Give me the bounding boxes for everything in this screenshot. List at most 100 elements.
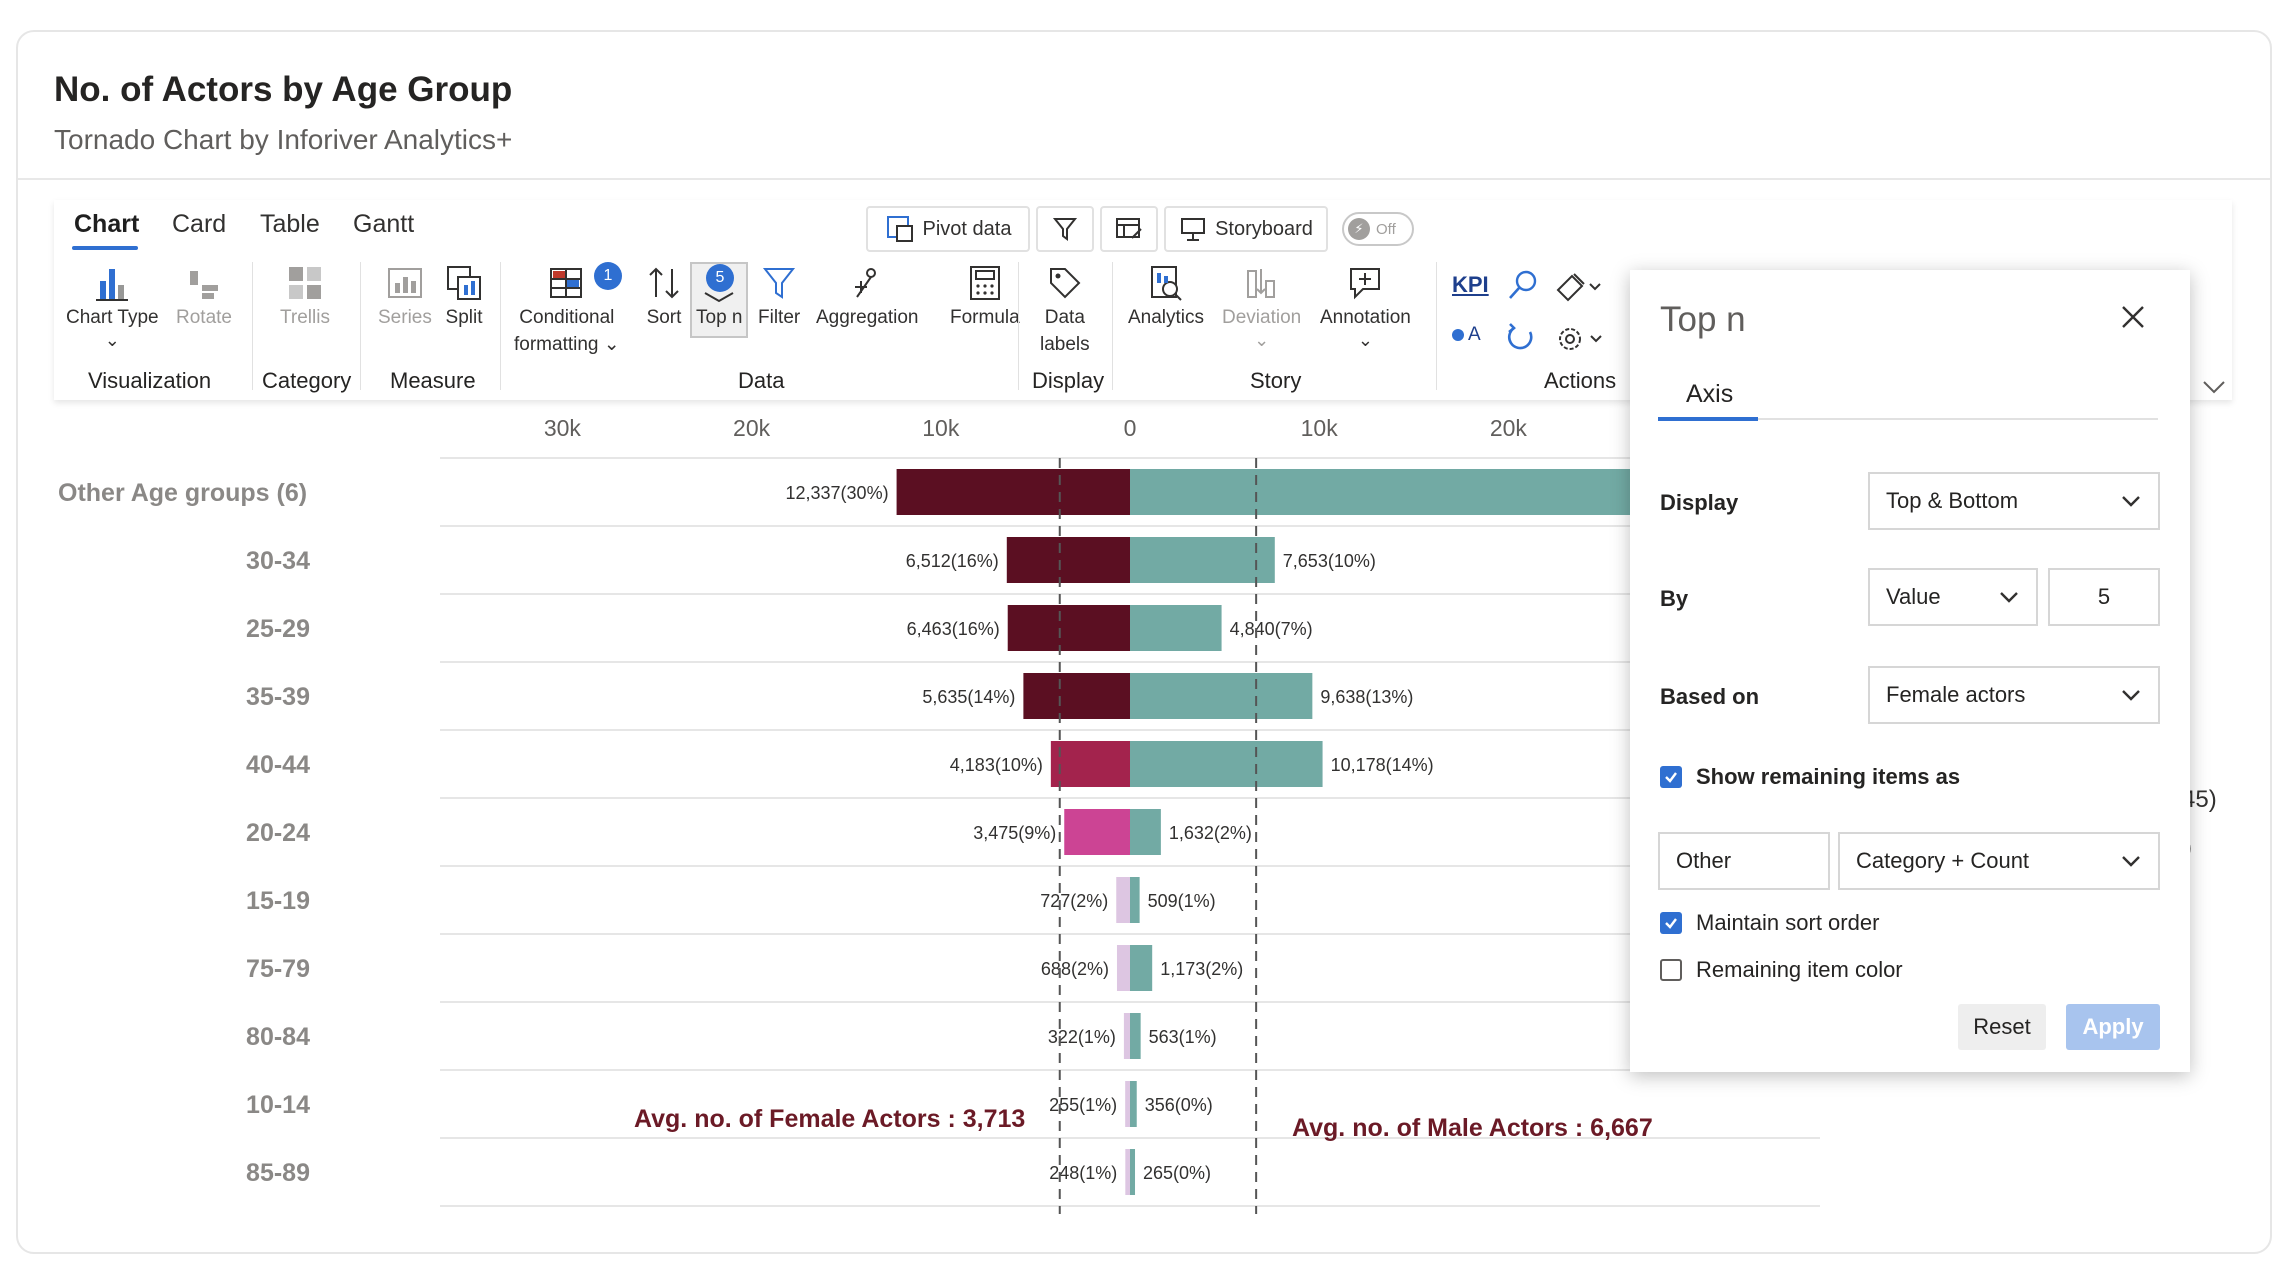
trellis-button[interactable]: Trellis xyxy=(280,262,330,331)
deviation-button[interactable]: Deviation ⌄ xyxy=(1222,262,1301,349)
sort-button[interactable]: Sort xyxy=(644,262,684,331)
close-icon[interactable] xyxy=(2118,302,2148,332)
ribbon-separator xyxy=(252,262,253,390)
display-value: Top & Bottom xyxy=(1886,488,2019,513)
bar-female xyxy=(1007,605,1130,651)
data-label-male: 509(1%) xyxy=(1148,891,1216,911)
tab-gantt[interactable]: Gantt xyxy=(353,210,415,238)
font-color-button[interactable]: A xyxy=(1452,324,1481,346)
ribbon-separator xyxy=(1018,262,1019,390)
formula-button[interactable]: Formula xyxy=(950,262,1020,331)
top-n-count-input[interactable]: 5 xyxy=(2048,568,2160,626)
data-label-female: 12,337(30%) xyxy=(786,483,889,503)
storyboard-label: Storyboard xyxy=(1215,217,1313,240)
data-labels-button[interactable]: Data labels xyxy=(1040,262,1090,358)
category-label: 80-84 xyxy=(246,1023,310,1051)
apply-button[interactable]: Apply xyxy=(2066,1004,2160,1050)
category-label: Other Age groups (6) xyxy=(58,479,307,507)
split-button[interactable]: Split xyxy=(444,262,484,331)
avg-male-annotation: Avg. no. of Male Actors : 6,667 xyxy=(1292,1114,1653,1142)
tab-card[interactable]: Card xyxy=(172,210,227,238)
filter-button[interactable]: Filter xyxy=(758,262,800,331)
analytics-button[interactable]: Analytics xyxy=(1128,262,1204,331)
tab-table[interactable]: Table xyxy=(260,210,320,238)
other-label-input[interactable]: Other xyxy=(1658,832,1830,890)
aggregation-button[interactable]: Aggregation xyxy=(816,262,918,331)
refresh-icon[interactable] xyxy=(1504,320,1538,354)
pivot-data-button[interactable]: Pivot data xyxy=(866,206,1030,252)
conditional-formatting-button[interactable]: Conditional formatting ⌄ xyxy=(514,262,620,358)
data-label-female: 6,512(16%) xyxy=(906,551,999,571)
show-remaining-label: Show remaining items as xyxy=(1696,764,1961,789)
tab-chart[interactable]: Chart xyxy=(74,210,140,238)
data-label-female: 4,183(10%) xyxy=(950,755,1043,775)
avg-female-annotation: Avg. no. of Female Actors : 3,713 xyxy=(634,1105,1025,1133)
data-label-male: 356(0%) xyxy=(1145,1095,1213,1115)
kpi-button[interactable]: KPI xyxy=(1452,272,1489,297)
display-select[interactable]: Top & Bottom xyxy=(1868,472,2160,530)
edit-toggle[interactable]: ⚡ Off xyxy=(1342,212,1414,246)
series-button[interactable]: Series xyxy=(378,262,432,331)
collapse-ribbon-icon[interactable] xyxy=(2200,376,2228,396)
paint-brush-icon[interactable] xyxy=(1554,270,1602,304)
data-label-female: 248(1%) xyxy=(1049,1163,1117,1183)
color-dot-icon xyxy=(1452,329,1464,341)
show-remaining-checkbox[interactable]: Show remaining items as xyxy=(1660,764,1960,790)
group-data-label: Data xyxy=(738,368,785,393)
search-icon[interactable] xyxy=(1506,268,1540,302)
bar-female xyxy=(1125,1081,1130,1127)
table-edit-icon xyxy=(1116,218,1142,239)
group-category-label: Category xyxy=(262,368,352,393)
pivot-data-label: Pivot data xyxy=(922,217,1012,240)
chevron-down-icon: ⌄ xyxy=(1357,330,1373,350)
category-label: 40-44 xyxy=(246,751,310,779)
group-actions-label: Actions xyxy=(1544,368,1617,393)
by-select[interactable]: Value xyxy=(1868,568,2038,626)
annotation-button[interactable]: Annotation ⌄ xyxy=(1320,262,1411,349)
rotate-label: Rotate xyxy=(176,307,232,328)
reset-button[interactable]: Reset xyxy=(1958,1004,2046,1050)
formula-label: Formula xyxy=(950,307,1020,328)
group-visualization-label: Visualization xyxy=(88,368,212,393)
maintain-sort-checkbox[interactable]: Maintain sort order xyxy=(1660,910,1879,936)
data-label-male: 4,840(7%) xyxy=(1230,619,1313,639)
conditional-formatting-badge: 1 xyxy=(594,262,622,290)
deviation-icon xyxy=(1246,269,1275,298)
category-label: 25-29 xyxy=(246,615,310,643)
data-label-female: 5,635(14%) xyxy=(922,687,1015,707)
filter-label: Filter xyxy=(758,307,801,328)
based-on-select[interactable]: Female actors xyxy=(1868,666,2160,724)
tab-axis[interactable]: Axis xyxy=(1686,380,1734,408)
data-label-male: 1,173(2%) xyxy=(1160,959,1243,979)
category-label: 30-34 xyxy=(246,547,310,575)
category-label: 10-14 xyxy=(246,1091,310,1119)
chevron-down-icon xyxy=(2122,856,2140,867)
chart-type-button[interactable]: Chart Type ⌄ xyxy=(66,262,159,349)
ribbon-separator xyxy=(500,262,501,390)
tag-icon xyxy=(1049,268,1081,299)
ribbon-separator xyxy=(1112,262,1113,390)
group-display-label: Display xyxy=(1032,368,1105,393)
remaining-format-select[interactable]: Category + Count xyxy=(1838,832,2160,890)
format-painter-button[interactable] xyxy=(1036,206,1094,252)
data-label-male: 265(0%) xyxy=(1143,1163,1211,1183)
bar-male xyxy=(1130,1081,1137,1127)
bar-male xyxy=(1130,537,1275,583)
table-edit-button[interactable] xyxy=(1100,206,1158,252)
top-n-button[interactable]: Top n xyxy=(696,262,742,331)
bar-female xyxy=(1116,877,1130,923)
category-label: 15-19 xyxy=(246,887,310,915)
lightning-icon: ⚡ xyxy=(1348,218,1370,240)
conditional-formatting-label-1: Conditional xyxy=(519,307,615,328)
storyboard-button[interactable]: Storyboard xyxy=(1164,206,1328,252)
top-n-icon xyxy=(704,292,734,303)
rotate-button[interactable]: Rotate xyxy=(176,262,232,331)
remaining-format-value: Category + Count xyxy=(1856,848,2030,873)
bar-male xyxy=(1130,945,1153,991)
remaining-color-checkbox[interactable]: Remaining item color xyxy=(1660,957,1903,983)
gear-icon[interactable] xyxy=(1554,322,1604,356)
data-label-female: 322(1%) xyxy=(1048,1027,1116,1047)
x-axis-tick-label: 30k xyxy=(544,415,582,441)
series-label: Series xyxy=(378,307,432,328)
x-axis-tick-label: 20k xyxy=(1490,415,1528,441)
